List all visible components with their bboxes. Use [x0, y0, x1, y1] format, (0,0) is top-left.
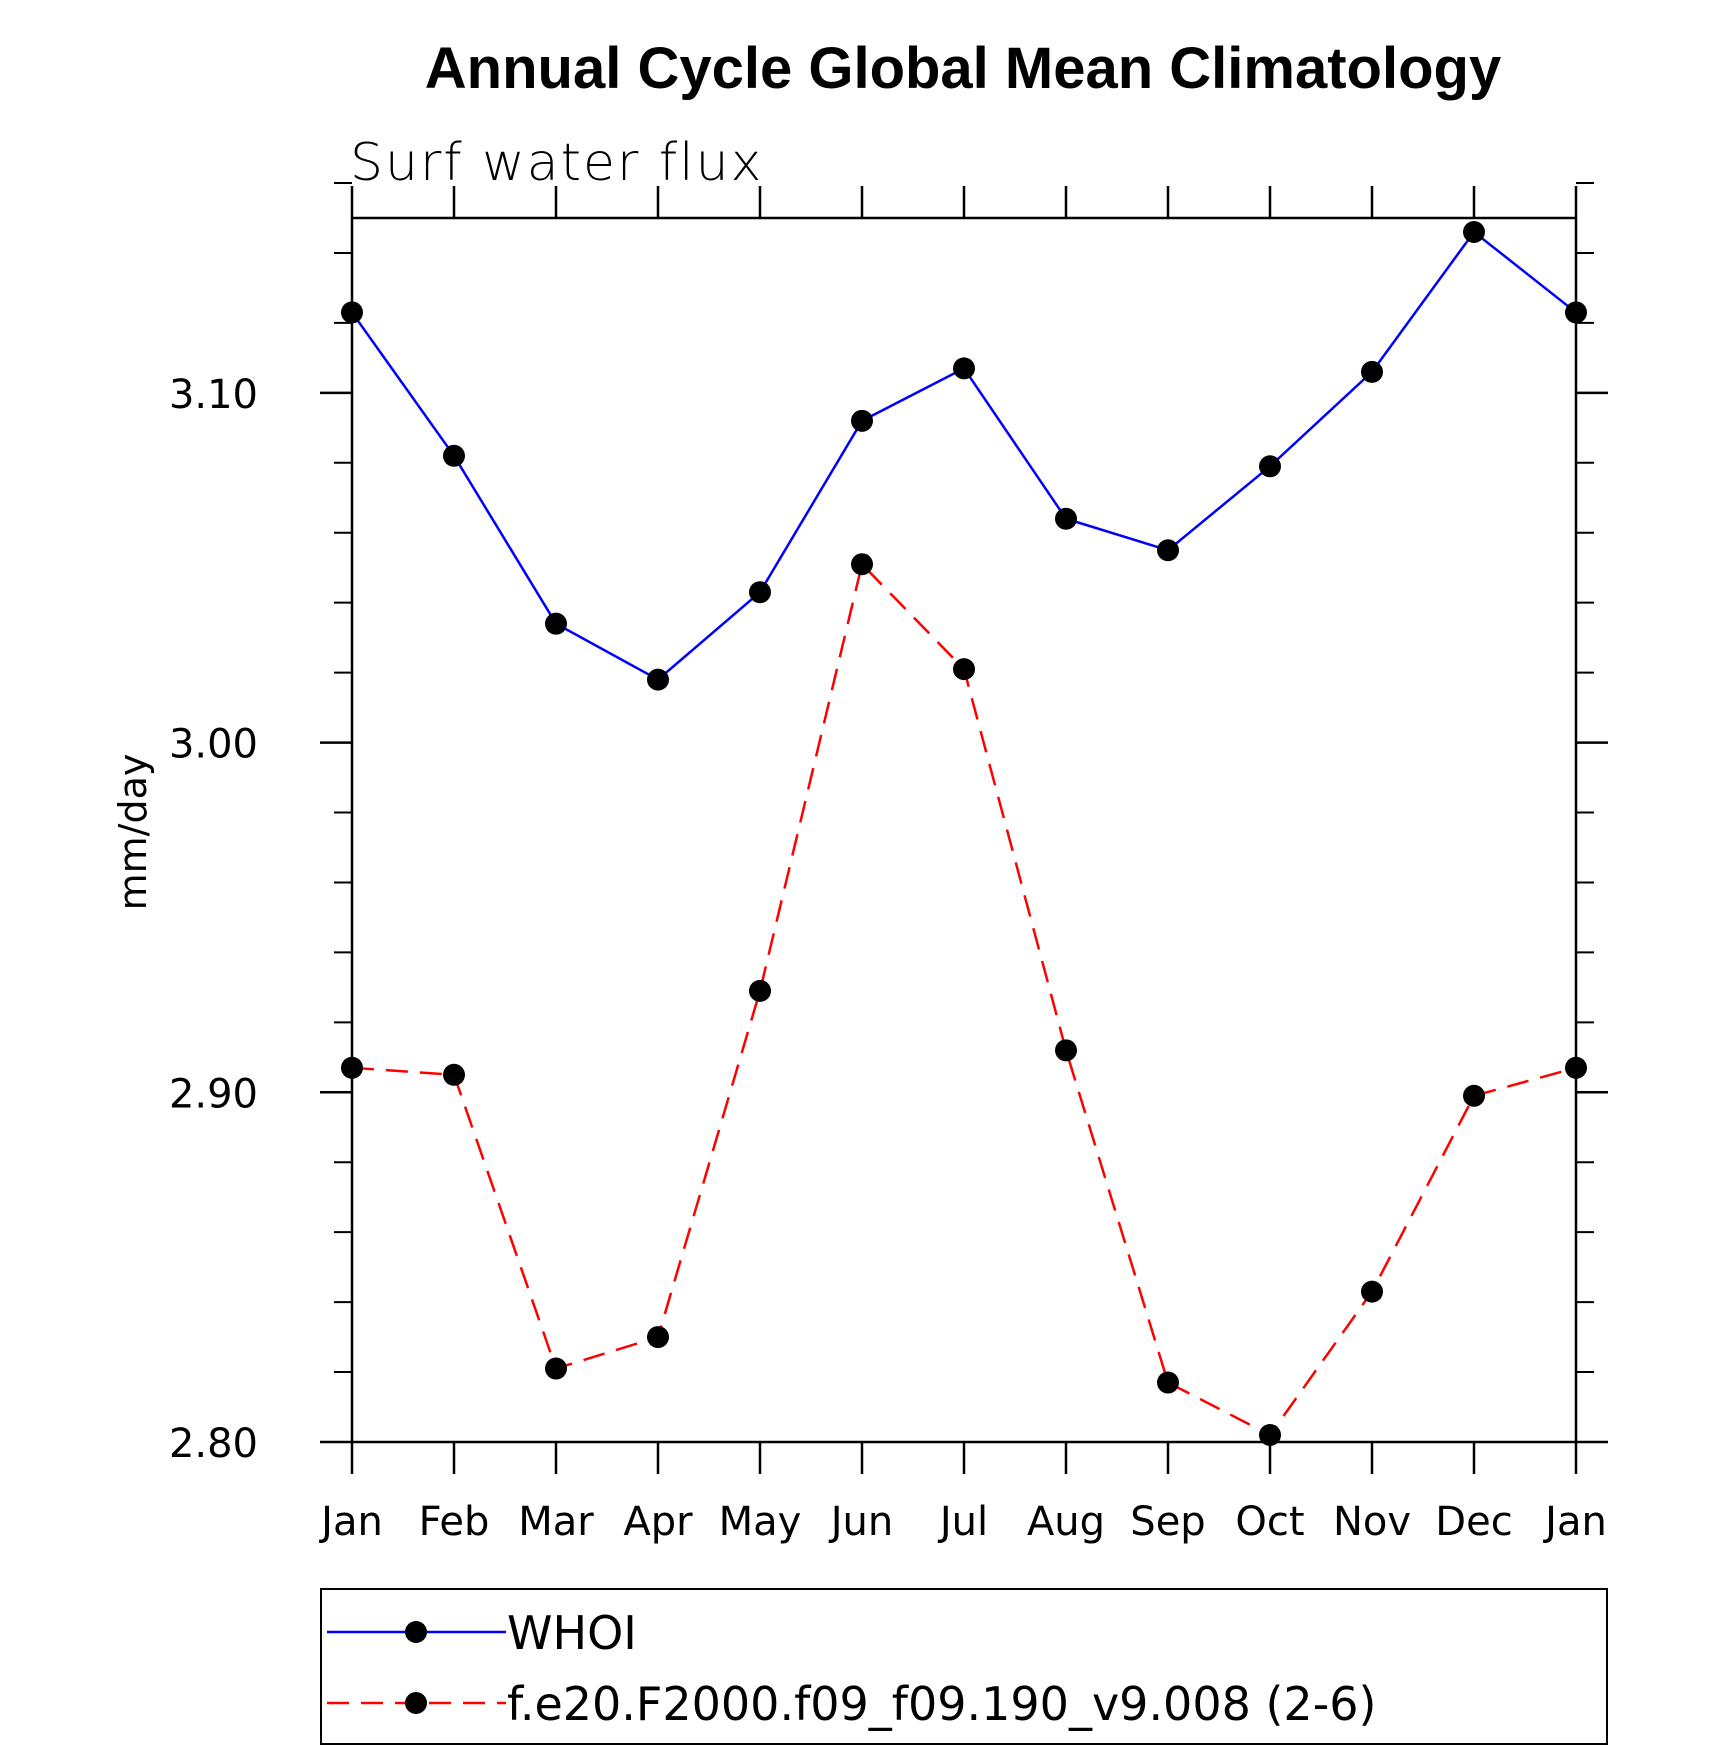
data-point-series-1: [443, 444, 465, 467]
data-point-series-2: [1463, 1084, 1485, 1107]
y-tick-label: 2.80: [169, 1421, 258, 1467]
x-tick-label: Jul: [937, 1499, 988, 1545]
x-tick-label: Aug: [1027, 1499, 1105, 1545]
x-tick-label: Sep: [1130, 1499, 1205, 1545]
series-line-2: [351, 561, 1577, 1437]
data-point-series-1: [1565, 301, 1587, 324]
x-tick-label: Oct: [1235, 1499, 1304, 1545]
y-tick-label: 3.00: [169, 722, 258, 768]
plot-frame: [350, 216, 1578, 1444]
data-point-series-2: [647, 1326, 669, 1349]
legend-box: [320, 1588, 1608, 1745]
data-point-series-1: [953, 357, 975, 380]
data-point-series-1: [1157, 539, 1179, 562]
data-point-series-1: [545, 612, 567, 635]
data-point-series-2: [1259, 1424, 1281, 1447]
data-point-series-2: [1055, 1039, 1077, 1062]
data-point-series-2: [1361, 1280, 1383, 1303]
data-point-series-1: [647, 668, 669, 691]
data-point-series-2: [443, 1063, 465, 1086]
data-point-series-2: [341, 1056, 363, 1079]
data-point-series-1: [1055, 507, 1077, 530]
chart-subtitle: Surf water flux: [350, 133, 763, 193]
data-point-series-1: [851, 409, 873, 432]
x-tick-label: Dec: [1435, 1499, 1512, 1545]
legend: WHOI f.e20.F2000.f09_f09.190_v9.008 (2-6…: [320, 1588, 1608, 1745]
y-tick-label: 2.90: [169, 1071, 258, 1117]
x-tick-label: Mar: [518, 1499, 594, 1545]
data-point-series-1: [1463, 220, 1485, 243]
series-line-1: [350, 230, 1577, 682]
data-point-series-2: [953, 658, 975, 681]
x-tick-label: May: [719, 1499, 802, 1545]
x-tick-label: Jun: [828, 1499, 894, 1545]
data-point-series-2: [749, 979, 771, 1002]
data-point-series-2: [545, 1357, 567, 1380]
chart-title: Annual Cycle Global Mean Climatology: [425, 36, 1501, 101]
data-point-series-1: [1259, 455, 1281, 478]
legend-marker-model: [405, 1692, 427, 1714]
data-point-series-1: [1361, 360, 1383, 383]
x-tick-label: Nov: [1333, 1499, 1411, 1545]
x-tick-label: Jan: [318, 1499, 383, 1545]
data-point-series-1: [749, 581, 771, 604]
data-point-series-2: [851, 553, 873, 576]
x-tick-label: Jan: [1542, 1499, 1607, 1545]
legend-label-whoi: WHOI: [507, 1606, 637, 1660]
y-axis-label: mm/day: [111, 754, 155, 911]
y-tick-label: 3.10: [169, 372, 258, 418]
data-point-series-2: [1157, 1371, 1179, 1394]
x-tick-label: Apr: [623, 1499, 693, 1545]
data-point-series-2: [1565, 1056, 1587, 1079]
legend-marker-whoi: [405, 1621, 427, 1643]
axes: Jan Feb Mar Apr May Jun Jul Aug Sep Oct Nov Dec Jan 2…: [169, 182, 1608, 1545]
x-tick-label: Feb: [419, 1499, 490, 1545]
legend-label-model: f.e20.F2000.f09_f09.190_v9.008 (2-6): [507, 1677, 1377, 1731]
data-series: [341, 220, 1587, 1447]
data-point-series-1: [341, 301, 363, 324]
